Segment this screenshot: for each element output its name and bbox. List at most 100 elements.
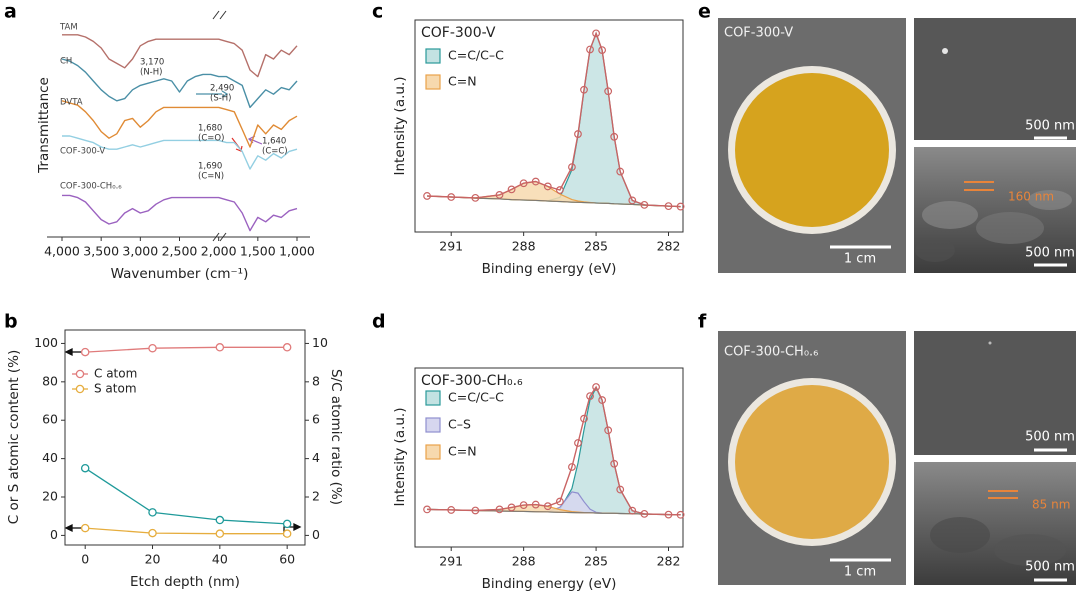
particle (942, 48, 948, 54)
y-axis-label: Intensity (a.u.) (392, 408, 408, 507)
data-point (568, 463, 576, 471)
legend-label: C=N (448, 74, 477, 89)
x-tick-label: 291 (439, 554, 463, 569)
data-point (592, 29, 600, 38)
data-point (531, 500, 540, 509)
series-line (85, 527, 288, 535)
annotation: 3,170 (140, 58, 164, 68)
texture (915, 238, 955, 262)
data-point (80, 463, 90, 473)
data-point (471, 193, 480, 202)
plot-frame (64, 329, 306, 546)
y-axis-label: C or S atomic content (%) (6, 350, 22, 524)
sample-title: COF-300-CH₀.₆ (724, 345, 818, 360)
data-point (586, 45, 594, 54)
scale-label: 500 nm (1025, 119, 1075, 134)
chart-panel: 0 20 40 60 0 20 40 60 80 100 0 2 4 6 8 10 Etch depth (nm… (6, 329, 344, 590)
data-point (215, 343, 225, 352)
data-point (282, 343, 292, 352)
panel-letter: f (698, 311, 707, 333)
chart-title: COF-300-CH₀.₆ (421, 373, 523, 389)
data-point (80, 347, 90, 357)
data-point (592, 383, 600, 391)
scale-label: 1 cm (844, 252, 876, 267)
x-tick-label: 288 (512, 239, 536, 254)
fit-line (427, 31, 681, 208)
data-point (604, 87, 613, 96)
arrow-head (64, 347, 73, 357)
data-point (580, 414, 588, 423)
legend-label: S atom (94, 382, 137, 396)
sem-cross-section: 85 nm 500 nm (914, 462, 1076, 585)
panel-letter: a (4, 1, 17, 23)
y-tick-label: 80 (42, 373, 58, 388)
annotation: (C=O) (198, 134, 224, 144)
data-point (574, 130, 582, 138)
series-label: COF-300-V (60, 147, 105, 157)
annotation: (N-H) (140, 68, 162, 78)
scale-label: 500 nm (1025, 430, 1075, 445)
data-point (616, 167, 625, 176)
photo-panel: COF-300-CH₀.₆ 1 cm (718, 331, 906, 585)
y2-tick-label: 2 (312, 489, 320, 504)
x-tick-label: 4,000 (44, 244, 80, 259)
data-point (568, 163, 576, 172)
sem-surface: 500 nm (914, 18, 1076, 140)
x-tick-label: 288 (512, 554, 536, 569)
annotation: 1,690 (198, 162, 222, 172)
y-tick-label: 0 (50, 527, 58, 542)
x-axis-label: Etch depth (nm) (130, 574, 240, 590)
chart-panel: 291 288 285 282 Binding energy (eV) Intensity… (392, 367, 685, 592)
data-point (282, 519, 292, 529)
plot-frame (414, 19, 684, 233)
data-point (616, 485, 625, 494)
y-axis-label: Transmittance (36, 77, 52, 174)
legend-label: C=N (448, 444, 477, 459)
series-line (62, 135, 298, 170)
sem-surface: 500 nm (914, 331, 1076, 455)
series-line (61, 58, 298, 109)
data-point (555, 186, 564, 194)
data-point (664, 202, 673, 211)
data-point (610, 132, 619, 141)
y2-axis-label: S/C atomic ratio (%) (328, 369, 344, 505)
data-point (676, 510, 685, 519)
legend-marker (75, 369, 85, 379)
data-point (604, 426, 613, 435)
data-point (628, 196, 637, 205)
texture (994, 534, 1066, 566)
legend-label: C–S (448, 417, 471, 432)
series-line (62, 34, 298, 78)
legend-swatch (425, 390, 441, 406)
data-point (586, 392, 594, 401)
data-point (628, 506, 637, 515)
x-tick-label: 3,500 (83, 244, 119, 259)
data-point (640, 200, 649, 209)
legend-swatch (425, 74, 441, 90)
arrow-head (64, 523, 73, 533)
scale-label: 500 nm (1025, 246, 1075, 261)
chart-panel: 4,000 3,500 3,000 2,500 2,000 1,500 1,000 Waven… (36, 23, 315, 283)
series-label: COF-300-CH₀.₆ (60, 182, 122, 192)
plot-frame (414, 367, 684, 548)
data-point (598, 396, 607, 404)
data-point (610, 459, 619, 468)
x-tick-label: 20 (145, 552, 161, 567)
y-tick-label: 20 (42, 489, 58, 504)
data-point (495, 190, 504, 199)
texture (922, 201, 978, 229)
data-point (282, 529, 292, 538)
legend-label: C=C/C–C (448, 48, 504, 63)
panel-letter: d (372, 311, 386, 333)
panel-letter: c (372, 1, 383, 23)
y-axis-label: Intensity (a.u.) (392, 77, 408, 176)
x-tick-label: 2,000 (201, 244, 237, 259)
x-tick-label: 282 (657, 239, 681, 254)
series-label: CH (60, 57, 72, 67)
legend-swatch (425, 444, 441, 460)
y2-tick-label: 10 (312, 335, 328, 350)
data-point (215, 515, 225, 525)
x-axis-label: Wavenumber (cm⁻¹) (111, 266, 249, 282)
data-point (507, 503, 516, 512)
